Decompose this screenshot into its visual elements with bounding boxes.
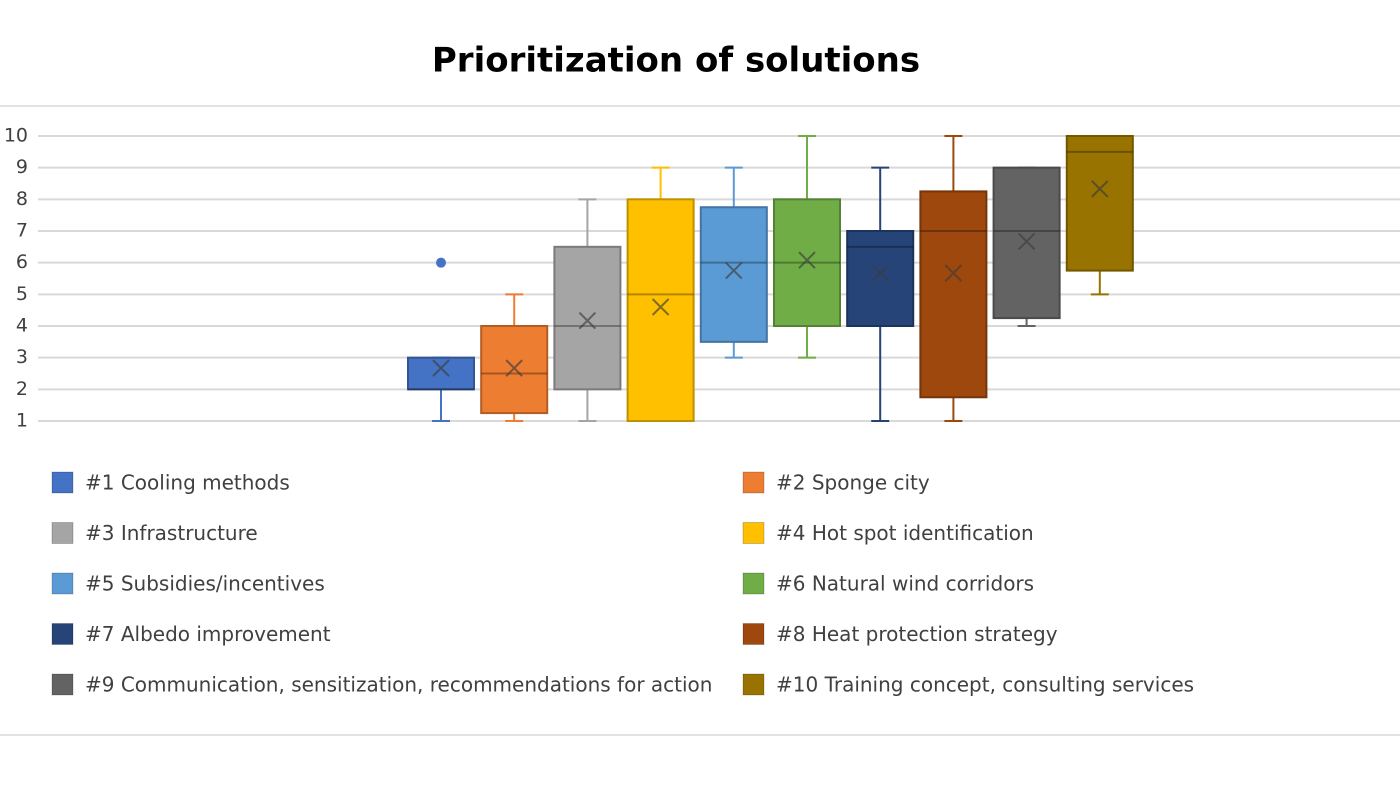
- box: [846, 230, 915, 327]
- mean-marker: [725, 261, 743, 280]
- box: [480, 325, 549, 415]
- mean-marker: [944, 264, 963, 282]
- y-tick-label: 5: [16, 283, 28, 305]
- box-border: [699, 206, 768, 343]
- legend-swatch: [51, 623, 74, 645]
- chart-title: Prioritization of solutions: [432, 41, 920, 81]
- mean-marker: [578, 311, 597, 330]
- box: [919, 190, 988, 399]
- box-border: [1065, 135, 1134, 272]
- y-tick-label: 3: [16, 346, 28, 368]
- box: [1065, 135, 1134, 272]
- box-border: [919, 190, 988, 399]
- mean-marker: [432, 359, 450, 377]
- legend-swatch: [742, 623, 765, 645]
- legend-label: #1 Cooling methods: [85, 471, 290, 495]
- legend-label: #5 Subsidies/incentives: [85, 572, 325, 596]
- box-border: [553, 245, 622, 391]
- legend-swatch: [51, 522, 74, 544]
- box-border: [407, 356, 475, 391]
- legend-swatch: [51, 673, 74, 696]
- legend-label: #3 Infrastructure: [85, 521, 258, 545]
- legend-label: #9 Communication, sensitization, recomme…: [85, 673, 712, 697]
- legend-swatch: [742, 572, 765, 595]
- mean-marker: [798, 251, 816, 269]
- mean-marker: [651, 298, 670, 316]
- legend-label: #4 Hot spot identification: [776, 521, 1034, 545]
- box: [626, 198, 695, 422]
- box-border: [480, 325, 549, 415]
- y-tick-label: 4: [16, 315, 28, 337]
- y-tick-label: 10: [4, 125, 28, 147]
- outlier: [436, 257, 446, 268]
- mean-marker: [1017, 232, 1036, 251]
- box: [699, 206, 768, 343]
- mean-marker: [505, 359, 523, 377]
- box: [992, 166, 1061, 320]
- legend-swatch: [51, 572, 74, 595]
- box: [407, 356, 475, 391]
- legend-label: #7 Albedo improvement: [85, 622, 331, 646]
- y-tick-label: 8: [16, 188, 28, 210]
- legend-label: #8 Heat protection strategy: [776, 622, 1058, 646]
- legend-label: #10 Training concept, consulting service…: [776, 673, 1194, 697]
- mean-marker: [871, 264, 889, 282]
- mean-marker: [1091, 180, 1109, 198]
- y-tick-label: 7: [16, 220, 28, 242]
- y-tick-label: 2: [16, 378, 28, 400]
- box: [773, 198, 841, 327]
- box-border: [846, 230, 915, 327]
- legend-swatch: [51, 471, 74, 494]
- y-tick-label: 6: [16, 251, 28, 273]
- legend-label: #6 Natural wind corridors: [776, 572, 1034, 596]
- legend-swatch: [742, 471, 765, 494]
- box-border: [773, 198, 841, 327]
- box: [553, 245, 622, 391]
- y-tick-label: 9: [16, 156, 28, 178]
- legend-swatch: [742, 673, 765, 696]
- box-border: [626, 198, 695, 422]
- legend-label: #2 Sponge city: [776, 471, 930, 495]
- box-border: [992, 166, 1061, 320]
- y-tick-label: 1: [16, 410, 28, 432]
- legend-swatch: [742, 522, 765, 544]
